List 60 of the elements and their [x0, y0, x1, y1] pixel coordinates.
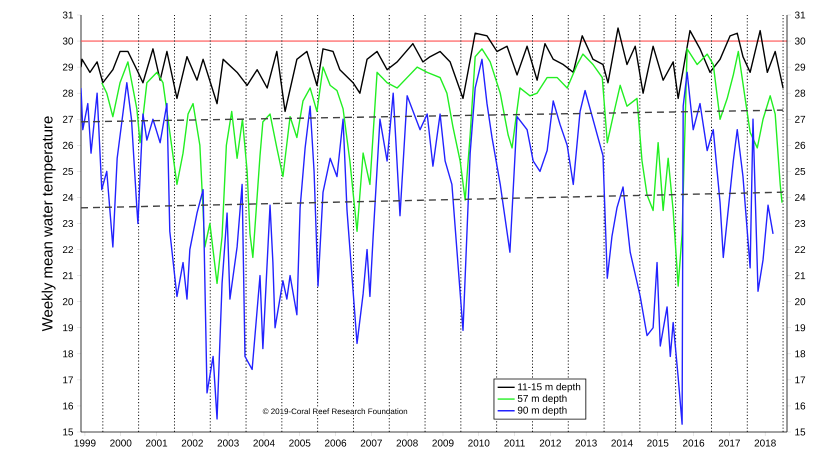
y-tick-label: 27	[62, 116, 73, 123]
y-tick-label: 28	[62, 90, 74, 97]
y2-tick-label: 31	[794, 11, 806, 19]
x-tick-label: 1999	[74, 440, 96, 447]
y-tick-label: 18	[63, 350, 74, 358]
y2-tick-label: 26	[795, 142, 806, 149]
line-series	[101, 48, 783, 287]
y2-tick-label: 17	[795, 376, 806, 384]
x-tick-label: 2005	[289, 440, 310, 447]
y2-tick-label: 28	[795, 90, 806, 97]
y2-tick-label: 29	[795, 64, 806, 71]
x-tick-label: 2000	[110, 440, 132, 447]
y-tick-label: 20	[62, 298, 74, 306]
y-tick-label: 17	[63, 376, 73, 384]
x-tick-label: 2018	[754, 440, 776, 447]
y-tick-label: 16	[63, 402, 74, 410]
legend-label: 11-15 m depth	[518, 382, 580, 392]
x-tick-label: 2011	[504, 440, 525, 447]
x-tick-label: 2012	[540, 440, 561, 447]
y2-tick-label: 18	[795, 350, 806, 358]
y2-tick-label: 24	[795, 194, 806, 201]
y-tick-label: 23	[62, 220, 74, 228]
x-tick-label: 2006	[324, 440, 346, 447]
y-tick-label: 24	[62, 194, 74, 201]
x-tick-label: 2007	[360, 440, 382, 447]
x-tick-label: 2004	[253, 440, 275, 447]
y2-tick-label: 21	[795, 272, 806, 280]
y2-tick-label: 23	[795, 220, 806, 228]
x-tick-label: 2015	[647, 440, 668, 447]
x-tick-label: 2014	[611, 440, 633, 447]
x-tick-label: 2003	[218, 440, 239, 447]
y-axis-title: Weekly mean water temperature	[42, 116, 56, 332]
x-tick-label: 2009	[432, 440, 454, 447]
y-tick-label: 22	[62, 246, 73, 254]
x-tick-label: 2008	[396, 440, 418, 447]
y-tick-label: 29	[62, 64, 74, 71]
y-tick-label: 30	[62, 38, 74, 45]
y2-tick-label: 19	[795, 324, 806, 332]
x-tick-label: 2001	[146, 440, 168, 447]
y-tick-label: 21	[62, 272, 74, 280]
y2-tick-label: 25	[795, 168, 806, 175]
y2-tick-label: 22	[795, 246, 806, 254]
x-tick-label: 2017	[718, 440, 740, 447]
y2-tick-label: 30	[794, 38, 806, 45]
y-tick-label: 15	[63, 428, 74, 436]
legend-label: 90 m depth	[518, 406, 567, 416]
y-tick-label: 31	[62, 11, 74, 19]
y-tick-label: 25	[62, 168, 74, 175]
y2-tick-label: 16	[795, 402, 806, 410]
x-tick-label: 2010	[468, 440, 490, 447]
y-tick-label: 19	[63, 324, 74, 332]
x-tick-label: 2002	[182, 440, 203, 447]
y2-tick-label: 15	[795, 428, 806, 436]
y-tick-label: 26	[62, 142, 74, 149]
y2-tick-label: 27	[795, 116, 806, 123]
legend-label: 57 m depth	[518, 394, 567, 404]
line-series	[81, 58, 774, 425]
y2-tick-label: 20	[795, 298, 806, 306]
x-tick-label: 2016	[682, 440, 704, 447]
x-tick-label: 2013	[576, 440, 597, 447]
